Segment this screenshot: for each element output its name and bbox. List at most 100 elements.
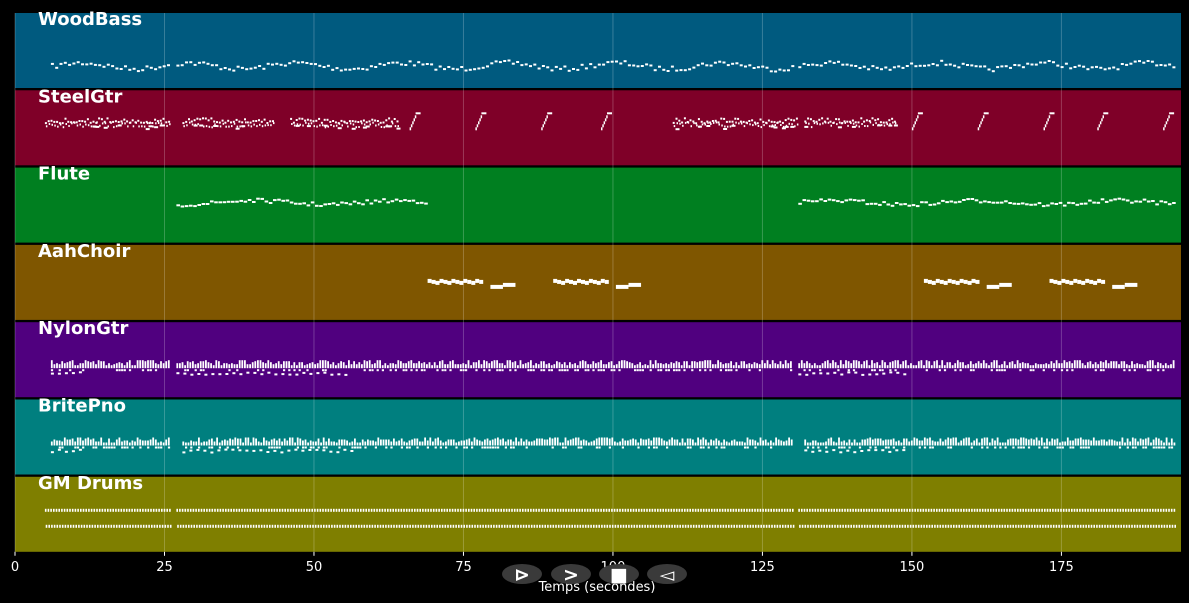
note	[885, 121, 888, 124]
note	[967, 280, 972, 285]
note	[123, 446, 126, 449]
note	[1066, 362, 1068, 369]
rewind-button[interactable]: ◅	[647, 564, 687, 586]
fast-forward-button[interactable]: >	[551, 564, 591, 586]
note	[918, 440, 921, 446]
note	[397, 508, 400, 512]
note	[1047, 524, 1050, 528]
note	[810, 126, 813, 129]
note	[322, 437, 325, 446]
note	[145, 120, 148, 123]
note	[124, 524, 126, 528]
note	[888, 119, 891, 122]
note	[355, 364, 358, 369]
note	[306, 524, 309, 528]
note	[246, 508, 249, 512]
note	[1079, 446, 1083, 449]
note	[782, 69, 786, 72]
note	[50, 62, 54, 65]
note	[1127, 508, 1130, 512]
playback-controls[interactable]: ⊳ > ■ ◅	[502, 564, 687, 586]
note	[420, 363, 423, 369]
note	[686, 438, 689, 446]
note	[836, 200, 840, 203]
note	[923, 524, 925, 528]
note	[849, 120, 852, 123]
note	[695, 122, 698, 125]
note	[550, 365, 553, 369]
note	[988, 442, 991, 446]
note	[895, 508, 898, 512]
note	[501, 363, 504, 369]
note	[865, 119, 868, 122]
note	[985, 363, 988, 369]
note	[48, 123, 51, 125]
note	[142, 508, 144, 512]
note	[632, 508, 635, 512]
note	[798, 508, 800, 512]
note	[627, 64, 631, 67]
note	[884, 508, 887, 512]
note	[218, 361, 220, 369]
note	[439, 278, 444, 283]
note	[419, 508, 421, 512]
note	[368, 360, 371, 369]
note	[323, 118, 326, 121]
note	[293, 124, 296, 127]
note	[1022, 437, 1025, 446]
note	[735, 369, 738, 372]
note	[858, 524, 861, 528]
note	[927, 279, 932, 284]
stop-button[interactable]: ■	[599, 564, 639, 586]
note	[980, 524, 982, 528]
note	[144, 361, 147, 369]
note	[1085, 439, 1087, 446]
note	[241, 125, 246, 128]
control-background	[599, 564, 639, 584]
note	[668, 439, 671, 446]
note	[735, 62, 739, 65]
note	[1052, 524, 1055, 528]
play-forward-button[interactable]: ⊳	[502, 564, 542, 586]
note	[1003, 508, 1006, 512]
note	[960, 508, 962, 512]
note	[711, 508, 713, 512]
note	[84, 120, 87, 123]
note	[203, 441, 205, 446]
note	[931, 63, 935, 65]
note	[444, 524, 447, 528]
note	[1085, 524, 1087, 528]
note	[401, 524, 403, 528]
note	[1069, 446, 1072, 449]
note	[476, 508, 478, 512]
note	[1090, 66, 1094, 69]
note	[592, 508, 594, 512]
note	[601, 524, 603, 528]
note	[61, 524, 64, 528]
note	[818, 449, 822, 452]
note	[459, 508, 462, 512]
note	[1071, 524, 1074, 528]
note	[710, 439, 712, 446]
note	[511, 508, 513, 512]
note	[67, 524, 69, 528]
note	[840, 446, 843, 449]
note	[809, 524, 812, 528]
note	[81, 120, 84, 123]
note	[51, 123, 53, 126]
note	[829, 120, 832, 123]
note	[350, 450, 354, 452]
note	[823, 524, 825, 528]
note	[748, 369, 751, 372]
note	[1054, 508, 1057, 512]
note	[543, 369, 546, 372]
note	[743, 361, 745, 369]
note	[169, 123, 171, 126]
note	[233, 122, 236, 125]
note	[285, 361, 288, 369]
note	[164, 524, 167, 528]
note	[874, 446, 877, 449]
note	[67, 120, 70, 123]
note	[762, 440, 764, 446]
note	[748, 363, 751, 369]
